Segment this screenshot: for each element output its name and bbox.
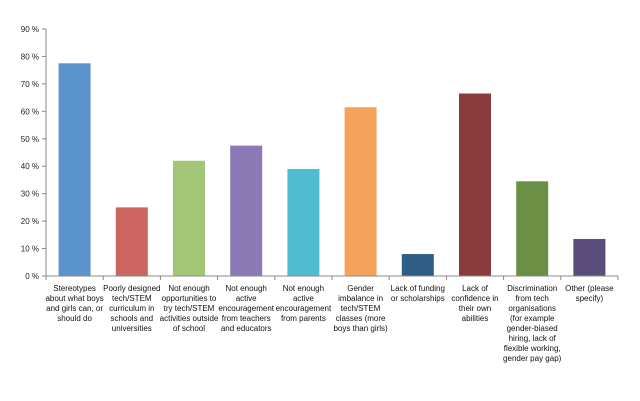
bar xyxy=(516,181,549,276)
x-tick-label: Lack of funding or scholarships xyxy=(390,284,445,303)
bar xyxy=(344,107,377,276)
y-tick-label: 90 % xyxy=(21,25,39,34)
x-tick-label: Poorly designed tech/STEM curriculum in … xyxy=(103,284,161,333)
bar xyxy=(287,168,320,276)
y-tick-label: 20 % xyxy=(21,217,39,226)
y-tick-label: 60 % xyxy=(21,107,39,116)
x-tick-label: Not enough opportunities to try tech/STE… xyxy=(159,284,219,333)
x-tick-label: Stereotypes about what boys and girls ca… xyxy=(45,284,104,323)
y-tick-label: 50 % xyxy=(21,135,39,144)
y-tick-label: 10 % xyxy=(21,245,39,254)
bar xyxy=(401,254,434,276)
x-tick-label: Gender imbalance in tech/STEM classes (m… xyxy=(333,284,388,333)
y-axis: 0 % 10 % 20 % 30 % 40 % 50 % 60 % 70 % 80 % 90 % xyxy=(21,25,47,281)
bar xyxy=(173,160,205,276)
bar xyxy=(573,238,606,276)
y-tick-label: 0 % xyxy=(25,272,39,281)
bar xyxy=(230,145,263,276)
x-tick-label: Other (please specify) xyxy=(565,284,614,303)
bar xyxy=(115,207,148,276)
bar xyxy=(459,93,491,276)
y-tick-label: 40 % xyxy=(21,162,39,171)
x-axis xyxy=(45,275,619,280)
bar xyxy=(58,63,91,276)
x-tick-label: Lack of confidence in their own abilitie… xyxy=(451,284,499,323)
bars xyxy=(58,63,606,276)
x-tick-label: Discrimination from tech organisations (… xyxy=(503,284,562,363)
x-tick-label: Not enough active encouragement from par… xyxy=(275,284,332,323)
x-tick-label: Not enough active encouragement from tea… xyxy=(218,284,274,333)
y-tick-label: 80 % xyxy=(21,52,39,61)
y-tick-label: 70 % xyxy=(21,80,39,89)
y-tick-label: 30 % xyxy=(21,190,39,199)
